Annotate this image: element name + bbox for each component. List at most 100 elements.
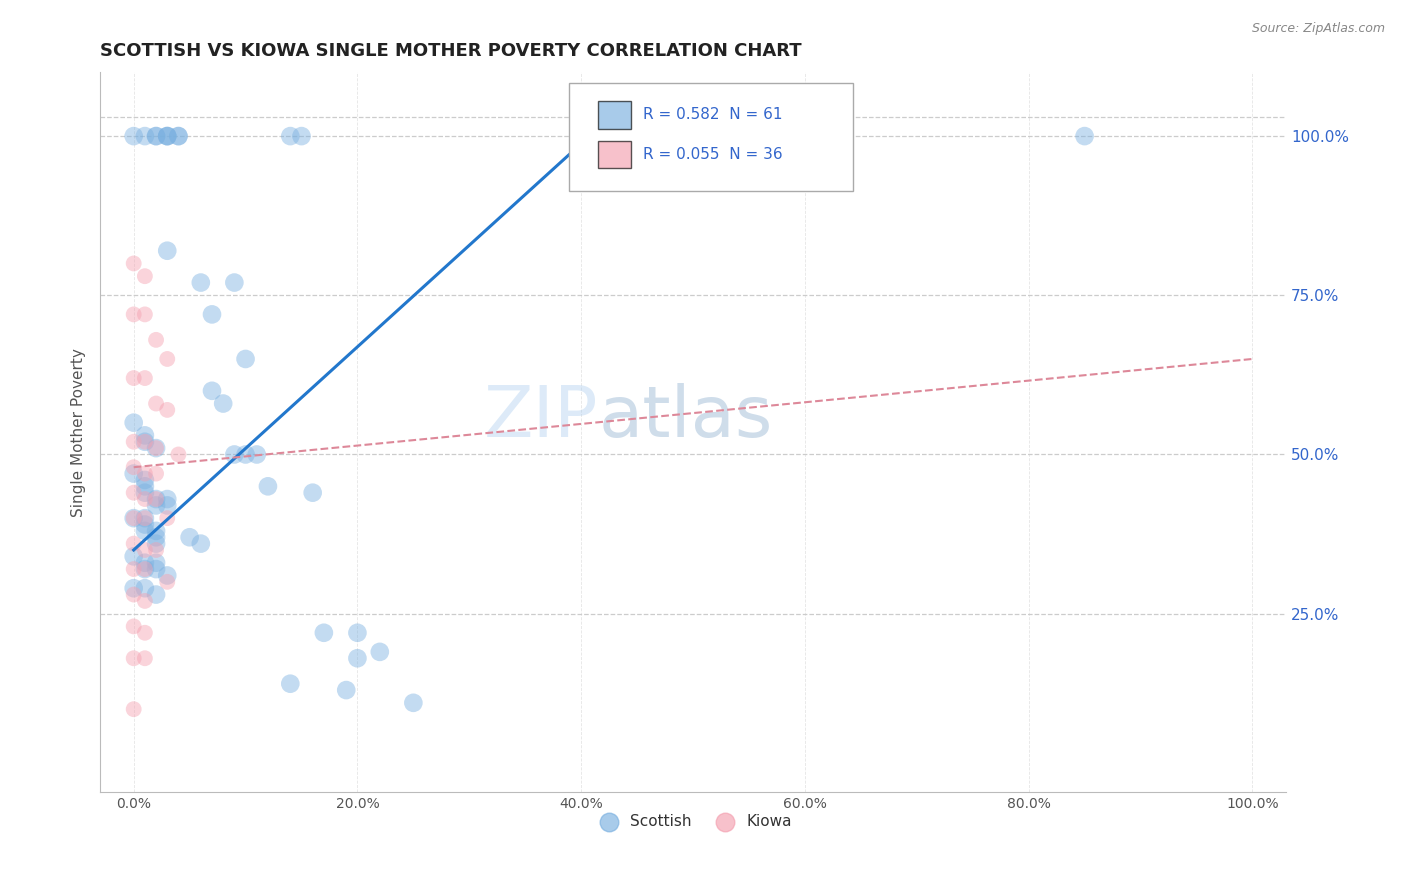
Text: Source: ZipAtlas.com: Source: ZipAtlas.com (1251, 22, 1385, 36)
Text: atlas: atlas (598, 384, 772, 452)
Point (156, 351, 179, 366)
Point (122, 467, 145, 481)
Point (145, 524, 167, 538)
Legend: Scottish, Kiowa: Scottish, Kiowa (588, 807, 799, 835)
Point (134, 524, 156, 538)
Point (278, 676, 301, 690)
Point (145, 556, 167, 570)
Point (145, 396, 167, 410)
Point (156, 129, 179, 144)
Text: R = 0.582  N = 61: R = 0.582 N = 61 (643, 107, 783, 122)
FancyBboxPatch shape (598, 101, 631, 128)
Point (134, 479, 156, 493)
Point (156, 129, 179, 144)
Point (224, 448, 246, 462)
Point (134, 467, 156, 481)
Y-axis label: Single Mother Poverty: Single Mother Poverty (72, 348, 86, 516)
Point (134, 594, 156, 608)
Point (122, 562, 145, 576)
Point (156, 129, 179, 144)
Point (156, 511, 179, 525)
Point (335, 683, 357, 698)
Point (145, 441, 167, 455)
Point (167, 129, 190, 144)
Point (122, 256, 145, 270)
Point (134, 491, 156, 506)
Point (278, 129, 301, 144)
Point (246, 448, 269, 462)
Text: SCOTTISH VS KIOWA SINGLE MOTHER POVERTY CORRELATION CHART: SCOTTISH VS KIOWA SINGLE MOTHER POVERTY … (100, 42, 801, 60)
Point (156, 499, 179, 513)
Point (257, 479, 280, 493)
Point (134, 581, 156, 595)
Point (235, 448, 257, 462)
Point (156, 491, 179, 506)
Point (190, 536, 212, 550)
Text: ZIP: ZIP (484, 384, 598, 452)
Point (145, 536, 167, 550)
Point (201, 384, 224, 398)
Point (346, 625, 368, 640)
Point (179, 530, 201, 544)
Point (145, 129, 167, 144)
Point (122, 581, 145, 595)
Point (122, 588, 145, 602)
Point (134, 428, 156, 442)
Point (134, 434, 156, 449)
Point (235, 351, 257, 366)
Point (156, 403, 179, 417)
Point (134, 562, 156, 576)
Text: R = 0.055  N = 36: R = 0.055 N = 36 (643, 147, 783, 162)
Point (122, 702, 145, 716)
Point (134, 434, 156, 449)
Point (134, 269, 156, 284)
Point (134, 307, 156, 321)
Point (122, 307, 145, 321)
FancyBboxPatch shape (598, 141, 631, 168)
Point (122, 651, 145, 665)
Point (122, 416, 145, 430)
Point (312, 625, 335, 640)
Point (122, 434, 145, 449)
Point (134, 485, 156, 500)
Point (167, 448, 190, 462)
Point (145, 530, 167, 544)
Point (145, 588, 167, 602)
Point (122, 536, 145, 550)
Point (201, 307, 224, 321)
Point (145, 491, 167, 506)
Point (134, 625, 156, 640)
Point (134, 556, 156, 570)
Point (145, 129, 167, 144)
Point (134, 511, 156, 525)
Point (156, 244, 179, 258)
Point (212, 396, 235, 410)
Point (122, 129, 145, 144)
Point (402, 696, 425, 710)
Point (145, 333, 167, 347)
FancyBboxPatch shape (568, 83, 853, 191)
Point (301, 485, 323, 500)
Point (167, 129, 190, 144)
Point (156, 568, 179, 582)
Point (145, 491, 167, 506)
Point (156, 574, 179, 589)
Point (145, 441, 167, 455)
Point (134, 562, 156, 576)
Point (145, 467, 167, 481)
Point (122, 619, 145, 633)
Point (290, 129, 312, 144)
Point (122, 511, 145, 525)
Point (224, 276, 246, 290)
Point (134, 651, 156, 665)
Point (134, 473, 156, 487)
Point (134, 371, 156, 385)
Point (145, 543, 167, 558)
Point (134, 543, 156, 558)
Point (122, 485, 145, 500)
Point (122, 460, 145, 475)
Point (145, 562, 167, 576)
Point (134, 517, 156, 532)
Point (134, 511, 156, 525)
Point (134, 129, 156, 144)
